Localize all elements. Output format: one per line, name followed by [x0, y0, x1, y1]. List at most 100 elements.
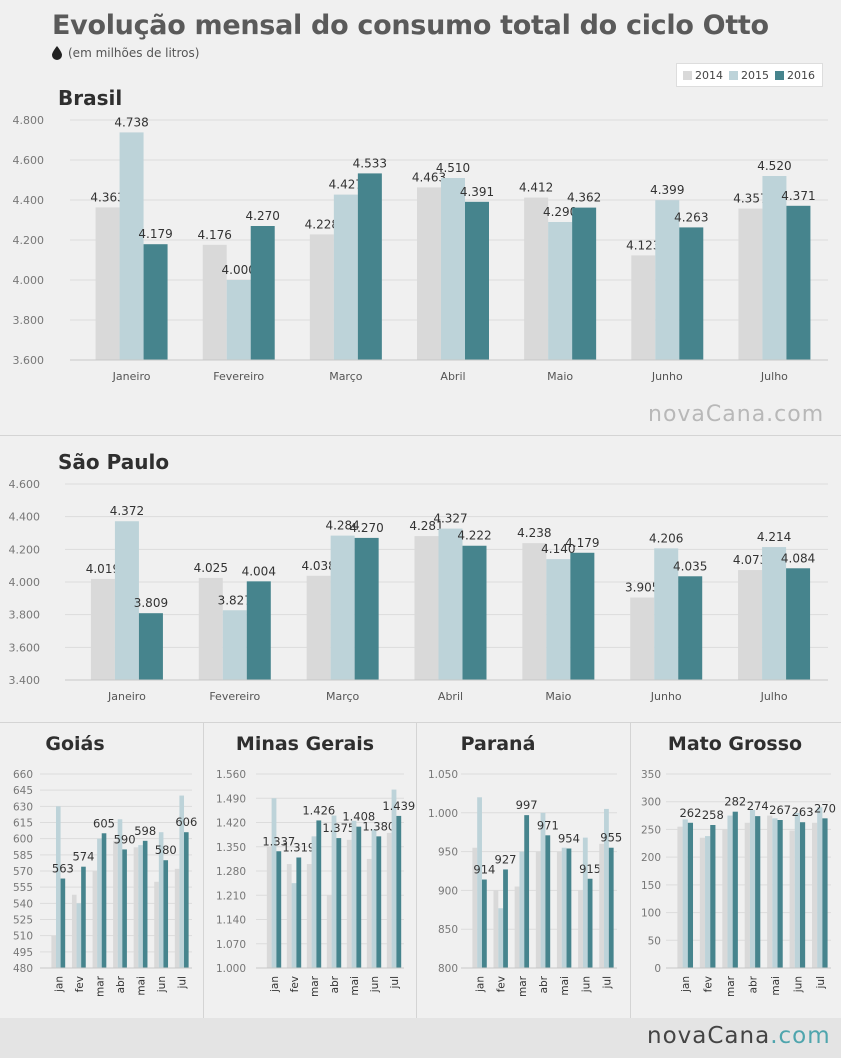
x-tick-label: abr	[748, 975, 760, 993]
data-label: 274	[747, 799, 769, 813]
bar-2016	[570, 552, 595, 680]
x-tick-label: fev	[289, 976, 301, 992]
bar-2016	[296, 857, 302, 968]
bar-2015	[519, 851, 525, 968]
section-title-brasil: Brasil	[58, 86, 123, 110]
data-label: 580	[155, 843, 177, 857]
data-label: 4.463	[412, 170, 446, 184]
y-tick-label: 100	[641, 908, 661, 920]
bar-2015	[654, 548, 679, 680]
bar-2016	[462, 545, 487, 680]
brand-logo-suffix: .com	[770, 1023, 831, 1049]
data-label: 1.426	[302, 803, 335, 817]
data-label: 563	[52, 862, 74, 876]
section-title-sao-paulo: São Paulo	[58, 450, 170, 474]
data-label: 598	[134, 824, 156, 838]
y-tick-label: 1.050	[428, 769, 458, 781]
x-tick-label: mar	[94, 975, 106, 997]
bar-2016	[777, 820, 783, 968]
bar-2016	[678, 576, 703, 680]
brand-logo: novaCana.com	[647, 1023, 831, 1049]
bar-2015	[76, 903, 82, 968]
x-tick-label: Fevereiro	[209, 690, 260, 703]
x-tick-label: Abril	[438, 690, 463, 703]
section-title-minas-gerais: Minas Gerais	[235, 733, 375, 755]
data-label: 4.520	[757, 159, 791, 173]
y-tick-label: 1.140	[216, 915, 246, 927]
x-tick-label: Maio	[545, 690, 571, 703]
bar-2014	[811, 822, 818, 968]
bar-2016	[376, 836, 382, 968]
data-label: 4.533	[353, 156, 387, 170]
bar-2014	[306, 575, 331, 680]
data-label: 4.019	[86, 562, 120, 576]
brand-logo-main: novaCana	[647, 1023, 771, 1049]
y-tick-label: 4.000	[13, 274, 45, 287]
x-tick-label: mar	[309, 975, 321, 997]
bar-2016	[786, 205, 811, 360]
divider	[416, 722, 417, 1018]
bar-2014	[286, 864, 292, 968]
bar-2014	[738, 208, 763, 360]
bar-2015	[438, 528, 463, 680]
data-label: 1.375	[322, 821, 355, 835]
y-tick-label: 250	[641, 824, 661, 836]
y-tick-label: 3.400	[9, 674, 41, 687]
bar-2016	[101, 833, 107, 968]
bar-2014	[738, 570, 763, 680]
data-label: 590	[114, 832, 136, 846]
y-tick-label: 3.600	[9, 641, 41, 654]
y-tick-label: 1.210	[216, 890, 246, 902]
y-tick-label: 1.000	[216, 963, 246, 975]
data-label: 4.140	[541, 542, 575, 556]
data-label: 4.391	[460, 185, 494, 199]
bar-2015	[291, 883, 297, 968]
y-tick-label: 1.000	[428, 808, 458, 820]
legend-swatch-2016	[775, 70, 784, 80]
data-label: 4.035	[673, 559, 707, 573]
y-tick-label: 630	[13, 801, 33, 813]
bar-2015	[762, 176, 787, 360]
y-tick-label: 4.400	[9, 511, 41, 524]
legend-swatch-2015	[729, 70, 738, 80]
y-tick-label: 1.350	[216, 842, 246, 854]
data-label: 4.412	[519, 181, 553, 195]
bar-2016	[354, 537, 379, 680]
data-label: 4.427	[329, 178, 363, 192]
bar-2014	[174, 868, 180, 968]
bar-2015	[794, 812, 800, 968]
bar-2014	[198, 577, 223, 680]
section-title-parana: Paraná	[460, 733, 536, 755]
bar-2015	[271, 798, 277, 968]
bar-2016	[732, 811, 738, 968]
bar-2014	[677, 826, 683, 968]
data-label: 915	[579, 862, 601, 876]
bar-2015	[604, 808, 609, 968]
bar-2014	[414, 536, 439, 680]
data-label: 4.270	[246, 209, 280, 223]
bar-2016	[687, 822, 694, 968]
x-tick-label: mai	[136, 976, 148, 996]
data-label: 4.357	[733, 192, 767, 206]
y-tick-label: 0	[654, 963, 661, 975]
bar-2016	[142, 840, 148, 968]
bar-2015	[311, 836, 317, 968]
y-tick-label: 950	[438, 847, 458, 859]
x-tick-label: mai	[349, 976, 361, 996]
data-label: 263	[792, 805, 814, 819]
data-label: 4.084	[781, 551, 815, 565]
bar-2014	[326, 895, 332, 968]
bar-2016	[163, 860, 169, 968]
y-tick-label: 1.490	[216, 793, 246, 805]
data-label: 1.337	[262, 834, 295, 848]
bar-2015	[330, 535, 355, 680]
bar-2015	[331, 815, 337, 968]
data-label: 270	[814, 801, 836, 815]
bar-2016	[710, 824, 716, 968]
x-tick-label: jul	[177, 976, 189, 990]
brand-logo-main: novaCana	[648, 402, 767, 427]
y-tick-label: 50	[648, 935, 661, 947]
y-tick-label: 660	[13, 769, 33, 781]
bar-2014	[767, 815, 773, 968]
data-label: 4.206	[649, 531, 683, 545]
